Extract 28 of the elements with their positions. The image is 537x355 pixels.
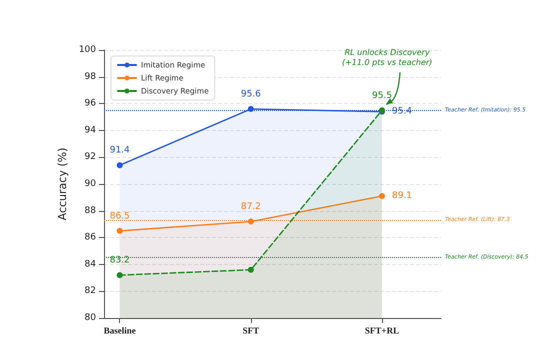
data-label: 95.6: [240, 89, 262, 100]
data-label: 87.2: [240, 202, 261, 212]
y-tick-label: 96: [84, 98, 96, 109]
y-tick-label: 90: [84, 179, 96, 189]
y-tick-label: 86: [84, 232, 96, 243]
data-label: 89.1: [392, 191, 412, 202]
data-label: 95.5: [372, 90, 392, 101]
data-label: 91.4: [110, 146, 130, 156]
point: [248, 266, 254, 273]
y-tick-label: 92: [84, 152, 96, 162]
y-tick-label: 82: [84, 286, 96, 296]
point: [116, 272, 123, 278]
y-tick-label: 84: [84, 259, 96, 270]
y-tick-label: 94: [84, 125, 96, 136]
data-label: 86.5: [110, 211, 130, 222]
x-tick-label: SFT: [242, 326, 260, 336]
y-tick-label: 80: [84, 313, 96, 323]
y-axis-title: Accuracy (%): [56, 148, 69, 220]
point: [248, 218, 254, 225]
x-tick-label: SFT+RL: [364, 326, 400, 336]
x-tick-label: Baseline: [104, 326, 136, 336]
point: [379, 193, 385, 200]
y-tick-label: 98: [84, 72, 96, 82]
y-tick-label: 100: [78, 45, 96, 55]
annotation: RL unlocks Discovery (+11.0 pts vs teacher): [342, 48, 432, 68]
y-tick-label: 88: [84, 206, 96, 216]
point: [116, 162, 123, 168]
point: [116, 228, 123, 234]
